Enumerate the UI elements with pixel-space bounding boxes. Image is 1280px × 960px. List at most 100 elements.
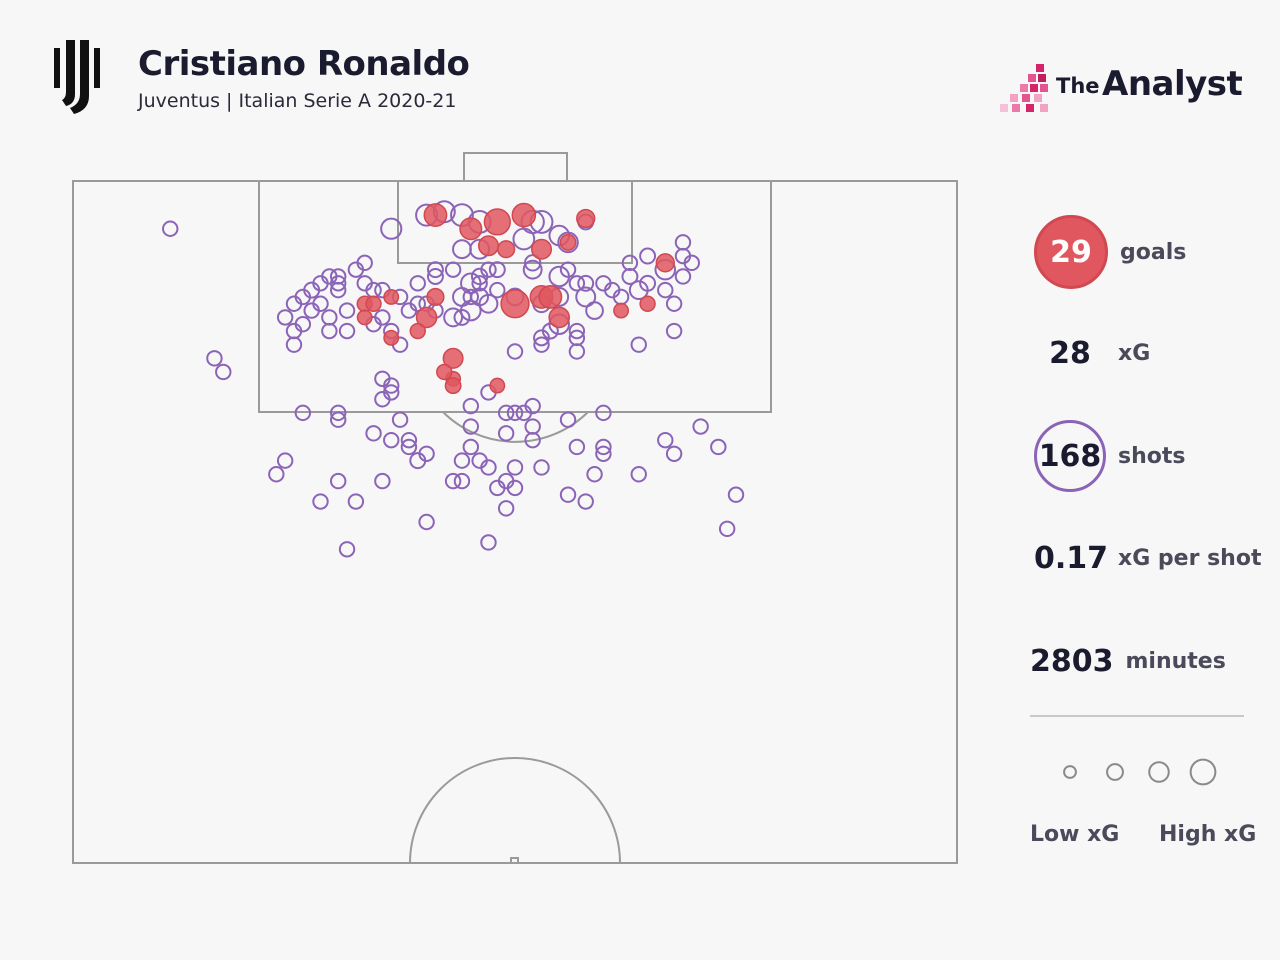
xg-value: 28 bbox=[1049, 336, 1091, 371]
shot-marker bbox=[595, 438, 612, 456]
shot-marker bbox=[630, 336, 647, 353]
shot-marker bbox=[533, 336, 550, 353]
goal-marker bbox=[548, 306, 571, 329]
shot-marker bbox=[383, 431, 400, 449]
shot-marker bbox=[215, 363, 232, 381]
goal-marker bbox=[444, 377, 462, 395]
shot-marker bbox=[559, 261, 577, 278]
shot-marker bbox=[497, 500, 515, 517]
shot-marker bbox=[524, 397, 541, 415]
pitch-outline bbox=[72, 180, 958, 864]
stat-xg: 28 xG bbox=[1034, 336, 1150, 371]
shot-marker bbox=[321, 309, 338, 326]
shot-marker bbox=[577, 493, 594, 510]
shot-marker bbox=[276, 309, 294, 326]
page-title: Cristiano Ronaldo bbox=[138, 44, 470, 84]
shot-marker bbox=[329, 275, 347, 292]
goal-marker bbox=[383, 288, 400, 305]
brand-the: The bbox=[1056, 74, 1100, 98]
shot-marker bbox=[383, 384, 400, 401]
shot-marker bbox=[522, 259, 543, 280]
shot-marker bbox=[524, 431, 541, 449]
shot-marker bbox=[285, 336, 303, 353]
shot-marker bbox=[462, 418, 480, 435]
shot-marker bbox=[585, 301, 604, 320]
shots-badge: 168 bbox=[1034, 420, 1106, 492]
legend-size-circle bbox=[1063, 765, 1077, 779]
legend-high-label: High xG bbox=[1159, 822, 1257, 847]
shot-marker bbox=[568, 438, 586, 456]
xg-label: xG bbox=[1118, 341, 1151, 366]
shot-marker bbox=[444, 472, 462, 490]
stat-goals: 29 goals bbox=[1034, 215, 1186, 289]
shot-marker bbox=[488, 261, 506, 279]
shot-marker bbox=[374, 472, 391, 490]
shots-value: 168 bbox=[1038, 438, 1102, 474]
shot-marker bbox=[206, 350, 223, 367]
shot-marker bbox=[444, 261, 462, 278]
goal-marker bbox=[639, 295, 656, 312]
centre-circle bbox=[409, 757, 621, 864]
the-analyst-logo-icon bbox=[1000, 64, 1048, 112]
goal-marker bbox=[356, 309, 373, 326]
stat-minutes: 2803 minutes bbox=[1030, 644, 1226, 679]
xg-per-shot-value: 0.17 bbox=[1034, 541, 1109, 576]
goal-marker bbox=[511, 202, 537, 228]
shot-marker bbox=[506, 459, 524, 476]
shot-map bbox=[72, 152, 958, 864]
shot-marker bbox=[383, 377, 400, 394]
minutes-value: 2803 bbox=[1030, 644, 1114, 679]
goal-marker bbox=[365, 295, 382, 312]
shot-marker bbox=[665, 295, 683, 312]
shot-marker bbox=[380, 217, 403, 240]
legend-size-circle bbox=[1106, 763, 1124, 781]
shot-marker bbox=[586, 466, 603, 483]
shot-marker bbox=[462, 438, 480, 456]
shot-marker bbox=[506, 479, 524, 497]
shot-marker bbox=[453, 308, 471, 326]
shot-marker bbox=[683, 254, 701, 272]
juventus-logo-icon bbox=[54, 40, 100, 114]
shot-marker bbox=[557, 231, 579, 254]
shot-marker bbox=[621, 254, 639, 272]
legend-size-circle bbox=[1148, 761, 1170, 783]
goal-marker bbox=[538, 285, 563, 309]
stat-shots: 168 shots bbox=[1034, 420, 1185, 492]
shot-marker bbox=[568, 275, 586, 292]
legend-low-label: Low xG bbox=[1030, 822, 1120, 847]
shot-marker bbox=[497, 404, 515, 422]
shot-marker bbox=[630, 466, 647, 483]
goal bbox=[463, 152, 568, 182]
xg-per-shot-label: xG per shot bbox=[1118, 546, 1262, 571]
shot-marker bbox=[512, 227, 536, 251]
shot-marker bbox=[453, 452, 471, 469]
shot-marker bbox=[162, 220, 179, 237]
shot-marker bbox=[365, 425, 382, 442]
shot-marker bbox=[462, 288, 480, 306]
goal-marker bbox=[415, 306, 438, 329]
shot-marker bbox=[426, 268, 444, 285]
shot-marker bbox=[329, 472, 347, 490]
shot-marker bbox=[462, 397, 480, 415]
shot-marker bbox=[506, 343, 524, 360]
shot-marker bbox=[568, 343, 586, 360]
shot-marker bbox=[621, 268, 639, 285]
shot-marker bbox=[268, 466, 285, 483]
goal-marker bbox=[655, 253, 675, 273]
shot-marker bbox=[443, 307, 464, 328]
goal-marker bbox=[576, 208, 596, 229]
shot-marker bbox=[604, 281, 621, 299]
shot-marker bbox=[294, 316, 312, 333]
shot-marker bbox=[409, 295, 426, 312]
goal-marker bbox=[497, 240, 516, 259]
shot-marker bbox=[338, 302, 356, 319]
stat-xg-per-shot: 0.17 xG per shot bbox=[1034, 541, 1261, 576]
shot-marker bbox=[452, 239, 472, 260]
goal-marker bbox=[459, 217, 483, 241]
shot-marker bbox=[480, 534, 497, 551]
goal-marker bbox=[613, 302, 630, 319]
goal-marker bbox=[477, 235, 499, 257]
goals-value: 29 bbox=[1050, 234, 1092, 270]
shot-marker bbox=[453, 472, 471, 490]
shot-marker bbox=[409, 275, 426, 292]
